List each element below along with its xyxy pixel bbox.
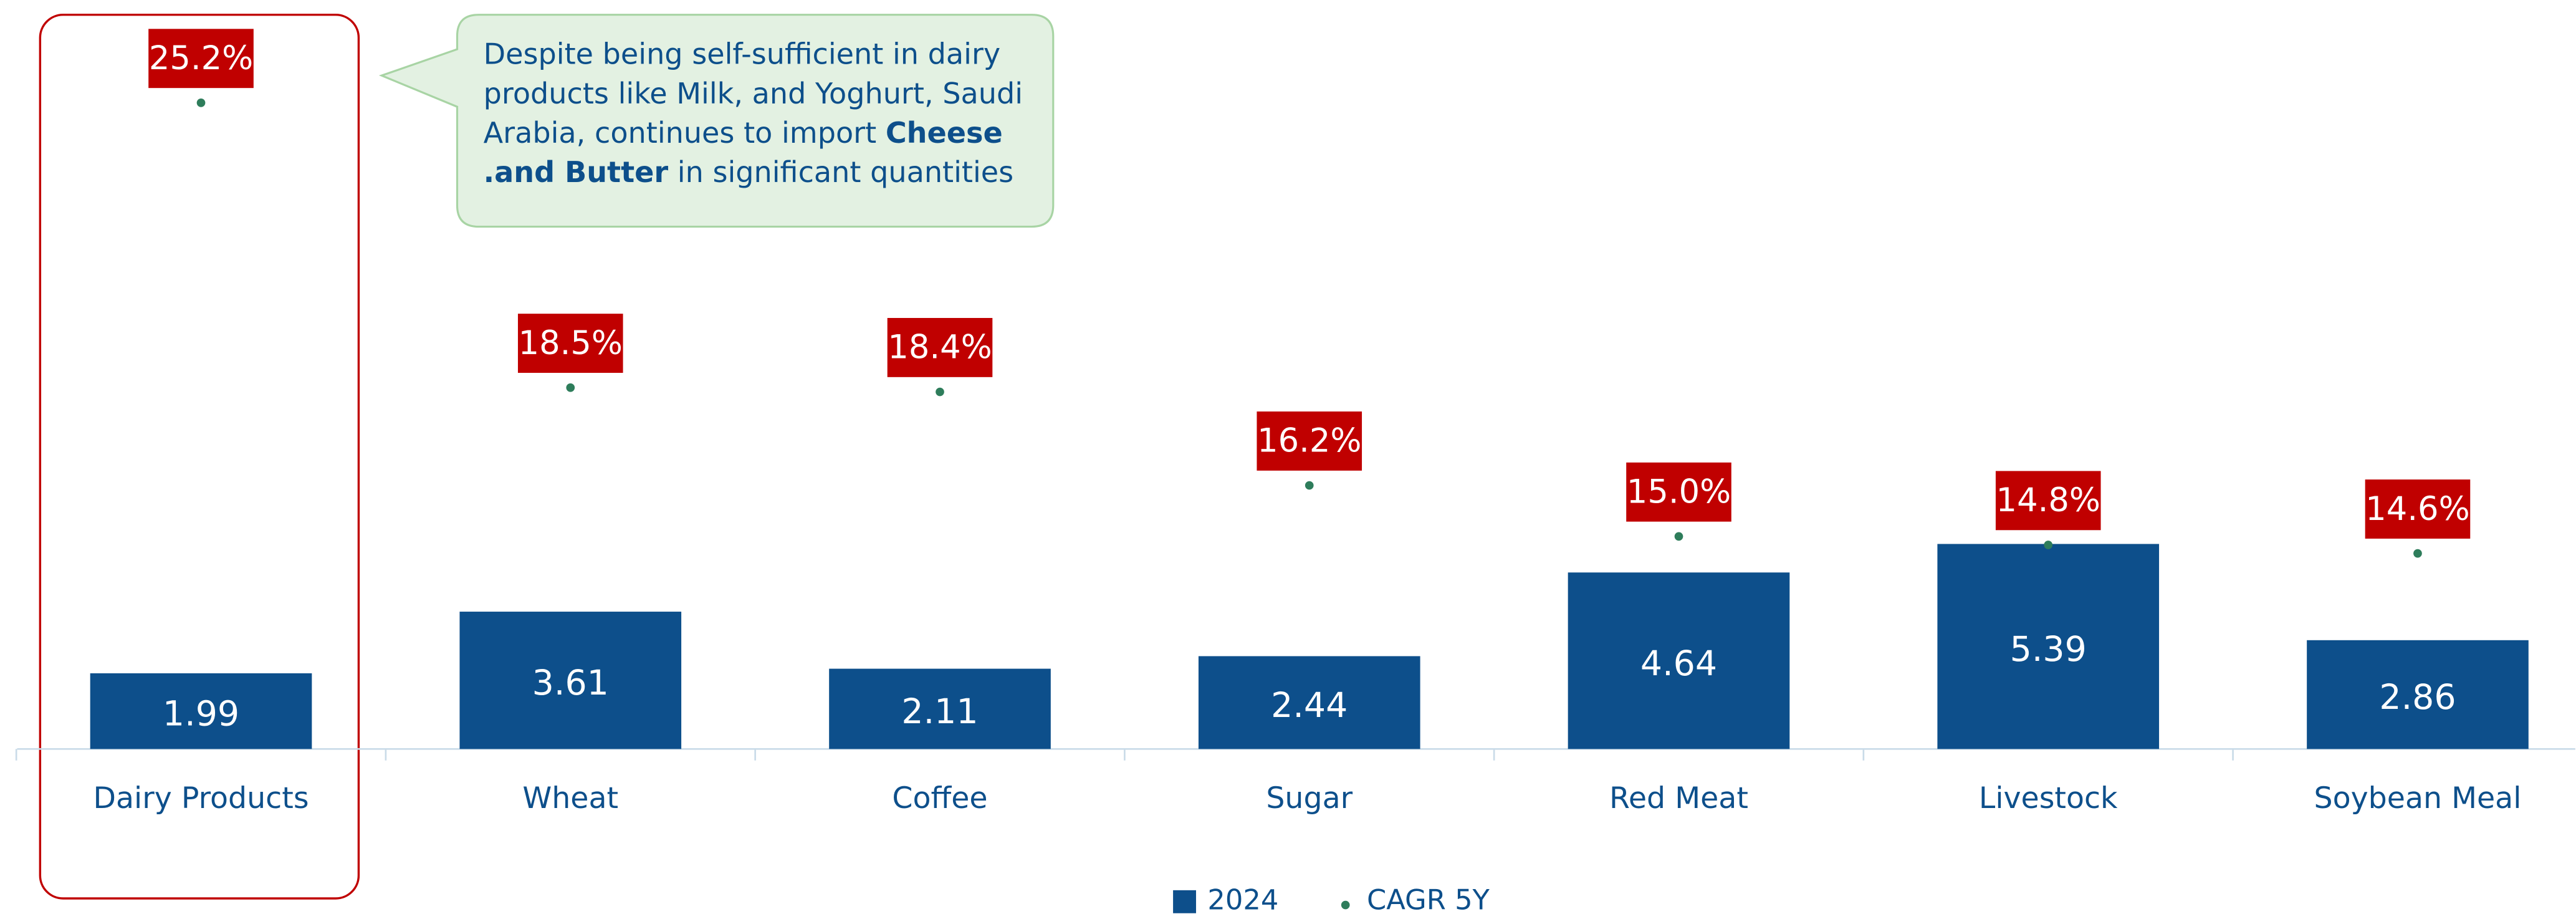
annotation-line: Arabia, continues to import Cheese <box>484 116 1003 150</box>
cagr-dot <box>2044 541 2053 549</box>
bar <box>1568 572 1790 749</box>
bar-value-label: 2.11 <box>901 692 978 732</box>
x-tick-label: Wheat <box>522 781 618 816</box>
cagr-label-box <box>517 314 623 373</box>
annotation-line: products like Milk, and Yoghurt, Saudi <box>484 76 1023 110</box>
bar-value-label: 5.39 <box>2010 630 2087 670</box>
cagr-label-box <box>1995 471 2101 531</box>
bar-value-label: 4.64 <box>1640 644 1717 684</box>
bar <box>1198 656 1420 749</box>
cagr-label: 15.0% <box>1627 473 1731 511</box>
x-tick-label: Livestock <box>1979 781 2118 816</box>
bar <box>2307 640 2529 749</box>
bar-value-label: 2.44 <box>1271 686 1348 726</box>
cagr-label-box <box>1257 411 1362 471</box>
cagr-dot <box>566 383 575 392</box>
cagr-label: 14.6% <box>2365 490 2469 528</box>
cagr-dot <box>1305 481 1314 490</box>
x-tick-label: Coffee <box>892 781 987 816</box>
highlight-box <box>39 13 360 900</box>
x-tick-label: Dairy Products <box>93 781 309 816</box>
annotation-line: .and Butter in significant quantities <box>484 155 1014 189</box>
cagr-label-box <box>148 29 254 89</box>
annotation-line: Despite being self-sufficient in dairy <box>484 37 1001 70</box>
legend-label: 2024 <box>1207 883 1278 916</box>
bar <box>829 668 1051 749</box>
cagr-dot <box>936 387 944 397</box>
bar-value-label: 1.99 <box>163 695 239 734</box>
annotation-text: Cheese <box>886 116 1003 150</box>
cagr-label: 18.4% <box>888 329 992 367</box>
bar-value-label: 2.86 <box>2379 678 2456 718</box>
annotation-text: products like Milk, and Yoghurt, Saudi <box>484 76 1023 110</box>
annotation-text: in significant quantities <box>668 155 1013 189</box>
cagr-dot <box>1674 532 1683 541</box>
x-tick-label: Sugar <box>1266 781 1353 816</box>
cagr-label: 16.2% <box>1257 422 1361 460</box>
x-tick-label: Red Meat <box>1609 781 1748 816</box>
annotation-text: Despite being self-sufficient in dairy <box>484 37 1001 70</box>
x-tick-label: Soybean Meal <box>2314 781 2522 816</box>
annotation-text: .and Butter <box>484 155 669 189</box>
bar <box>1937 544 2160 749</box>
annotation-text: Arabia, continues to import <box>484 116 886 150</box>
legend-swatch <box>1341 900 1350 910</box>
callout-box <box>378 14 1055 228</box>
bar <box>459 612 682 749</box>
cagr-dot <box>2413 549 2422 558</box>
cagr-label-box <box>887 317 993 377</box>
legend-label: CAGR 5Y <box>1367 883 1490 916</box>
bar-value-label: 3.61 <box>532 663 609 703</box>
cagr-label-box <box>1626 462 1731 522</box>
cagr-label-box <box>2365 479 2471 539</box>
cagr-label: 18.5% <box>519 324 623 362</box>
cagr-label: 25.2% <box>149 39 253 77</box>
cagr-label: 14.8% <box>1996 481 2100 519</box>
cagr-dot <box>196 99 206 107</box>
legend-swatch <box>1173 890 1196 913</box>
bar <box>90 673 312 749</box>
